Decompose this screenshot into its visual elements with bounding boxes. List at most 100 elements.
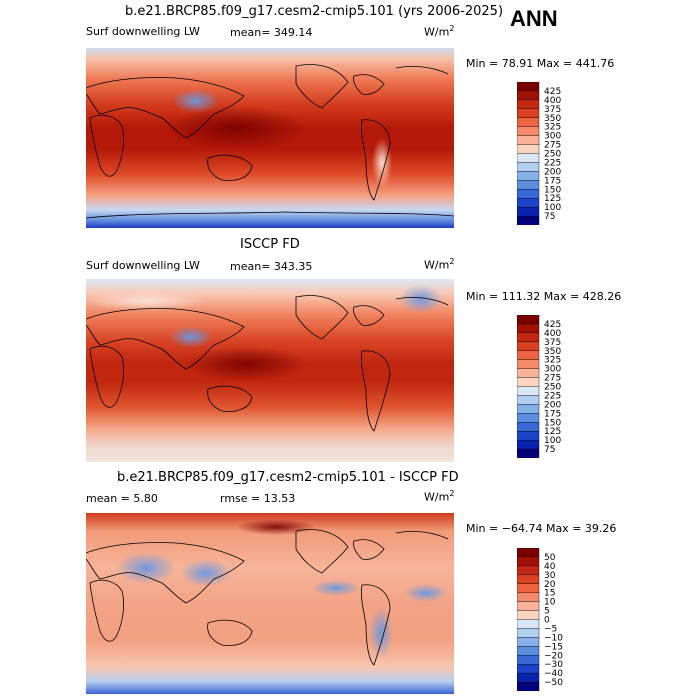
panel2-title: ISCCP FD: [240, 237, 300, 252]
panel1-units-text: W/m: [424, 25, 450, 39]
panel2-max-label: Max =: [543, 290, 580, 303]
panel1-colorbar-label: 425: [544, 87, 561, 97]
panel1-colorbar-label: 300: [544, 132, 561, 142]
panel2-warm-pool: [186, 346, 306, 382]
panel2-units: W/m2: [424, 257, 454, 272]
panel2-colorbar-swatch: [517, 323, 540, 334]
panel2-colorbar-label: 175: [544, 409, 561, 419]
panel1-min-label: Min =: [466, 57, 499, 70]
panel2-colorbar-swatch: [517, 439, 540, 450]
panel2-colorbar-label: 75: [544, 445, 555, 455]
panel2-colorbar-swatch: [517, 368, 540, 378]
panel3-colorbar-label: −50: [544, 678, 563, 688]
panel3-colorbar-swatch: [517, 646, 540, 656]
panel1-min-value: 78.91: [501, 57, 534, 70]
panel1-colorbar-swatch: [517, 189, 540, 199]
panel3-colorbar-label: 0: [544, 616, 550, 626]
panel3-colorbar-swatch: [517, 583, 540, 594]
panel3-units: W/m2: [424, 489, 454, 504]
panel3-field: [86, 513, 454, 694]
panel1-colorbar-swatch: [517, 117, 540, 128]
panel3-mean: mean = 5.80: [86, 492, 158, 505]
panel1-colorbar-label: 325: [544, 123, 561, 133]
panel3-mean-value: 5.80: [133, 492, 158, 505]
panel2-colorbar-label: 125: [544, 427, 561, 437]
panel1-tibet: [172, 89, 220, 113]
panel1-mean-label: mean=: [230, 26, 271, 39]
panel3-colorbar-label: −40: [544, 669, 563, 679]
panel2-colorbar-swatch: [517, 332, 540, 343]
panel2-colorbar-label: 100: [544, 436, 561, 446]
panel1-colorbar-swatch: [517, 99, 540, 110]
panel3-colorbar-label: 5: [544, 607, 550, 617]
panel3-max-value: 39.26: [584, 522, 617, 535]
panel2-mean-value: 343.35: [273, 260, 313, 273]
panel1-colorbar-swatch: [517, 171, 540, 181]
panel1-variable: Surf downwelling LW: [86, 25, 200, 38]
panel2-min-value: 111.32: [501, 290, 541, 303]
panel3-coastlines: [86, 529, 449, 666]
panel3-colorbar-label: 15: [544, 589, 555, 599]
panel2-colorbar-label: 275: [544, 374, 561, 384]
panel1-colorbar-label: 125: [544, 194, 561, 204]
panel1-colorbar-label: 375: [544, 105, 561, 115]
panel3-colorbar-swatch: [517, 574, 540, 585]
panel2-colorbar-swatch: [517, 448, 540, 458]
panel3-colorbar-label: −30: [544, 660, 563, 670]
panel1-colorbar-swatch: [517, 144, 540, 154]
panel3-colorbar-label: −5: [544, 624, 557, 634]
panel3-blue-patch-1: [116, 552, 176, 584]
panel2-min-label: Min =: [466, 290, 499, 303]
panel1-colorbar-swatch: [517, 135, 540, 145]
panel3-rmse-label: rmse =: [220, 492, 261, 505]
panel3-rmse-value: 13.53: [263, 492, 296, 505]
panel2-variable: Surf downwelling LW: [86, 259, 200, 272]
panel3-colorbar-label: 20: [544, 580, 556, 590]
panel2-map: [86, 279, 454, 462]
panel2-colorbar-label: 225: [544, 391, 561, 401]
panel3-blue-patch-4: [404, 584, 448, 602]
panel1-colorbar-label: 100: [544, 203, 561, 213]
panel3-max-label: Max =: [545, 522, 582, 535]
panel2-colorbar-label: 325: [544, 356, 561, 366]
panel3-colorbar-swatch: [517, 556, 540, 567]
panel1-minmax: Min = 78.91 Max = 441.76: [466, 57, 614, 70]
panel1-colorbar-swatch: [517, 126, 540, 137]
panel3-colorbar-swatch: [517, 619, 540, 629]
panel1-warm-pool: [166, 106, 306, 150]
panel2-units-text: W/m: [424, 258, 450, 272]
panel3-blue-patch-5: [369, 607, 393, 659]
panel3-units-text: W/m: [424, 490, 450, 504]
panel2-colorbar-swatch: [517, 341, 540, 352]
panel3-colorbar-swatch: [517, 663, 540, 674]
panel2-colorbar-swatch: [517, 413, 540, 423]
panel3-minmax: Min = −64.74 Max = 39.26: [466, 522, 616, 535]
panel1-colorbar-label: 250: [544, 150, 561, 160]
panel1-colorbar-swatch: [517, 82, 540, 92]
panel1-colorbar-swatch: [517, 162, 540, 172]
panel2-colorbar-label: 400: [544, 329, 561, 339]
panel1-max-value: 441.76: [575, 57, 615, 70]
panel2-colorbar-swatch: [517, 404, 540, 414]
panel1-colorbar-label: 350: [544, 114, 561, 124]
panel3-colorbar-label: 40: [544, 562, 556, 572]
panel2-colorbar-swatch: [517, 386, 540, 396]
panel3-colorbar-label: 50: [544, 553, 556, 563]
panel1-colorbar-swatch: [517, 215, 540, 225]
panel2-colorbar-label: 200: [544, 400, 561, 410]
panel1-colorbar-label: 150: [544, 185, 561, 195]
panel3-colorbar-label: 10: [544, 598, 556, 608]
panel3-colorbar-swatch: [517, 672, 540, 683]
panel1-mean: mean= 349.14: [230, 26, 312, 39]
panel3-rmse: rmse = 13.53: [220, 492, 295, 505]
panel3-blue-patch-3: [312, 580, 360, 596]
panel2-tibet: [169, 326, 213, 348]
panel2-colorbar-label: 150: [544, 418, 561, 428]
panel3-colorbar-swatch: [517, 592, 540, 603]
panel1-colorbar-swatch: [517, 206, 540, 217]
panel3-mean-label: mean =: [86, 492, 130, 505]
panel1-colorbar-swatch: [517, 90, 540, 101]
panel2-colorbar-swatch: [517, 422, 540, 432]
panel2-colorbar-label: 425: [544, 320, 561, 330]
panel3-colorbar-swatch: [517, 637, 540, 647]
